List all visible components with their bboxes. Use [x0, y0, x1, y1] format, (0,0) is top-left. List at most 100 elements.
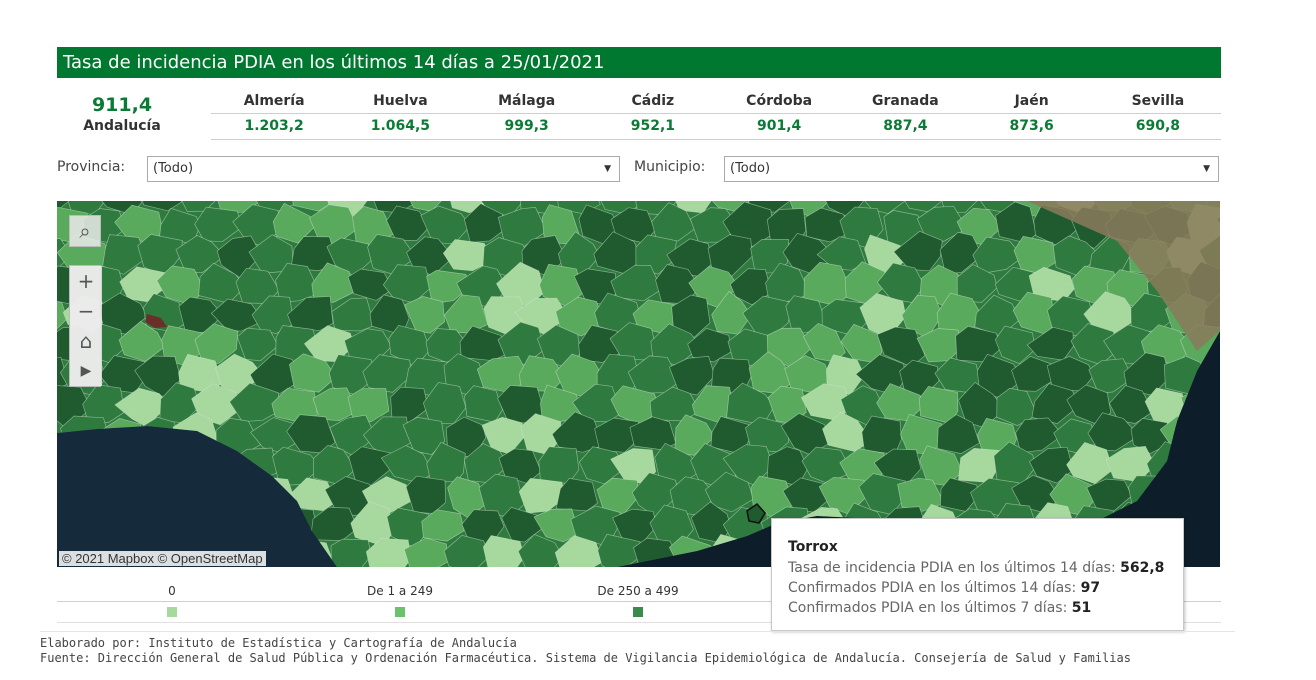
municipality-shape[interactable] [804, 207, 851, 243]
municipality-shape[interactable] [312, 387, 359, 422]
municipality-shape[interactable] [291, 477, 337, 511]
municipality-shape[interactable] [916, 205, 968, 243]
municipality-shape[interactable] [671, 294, 711, 338]
choropleth-map[interactable]: ⌕ + − ⌂ ▶ © 2021 Mapbox © OpenStreetMap [57, 201, 1220, 567]
highlighted-municipality-torrox[interactable] [746, 503, 766, 524]
municipality-shape[interactable] [996, 387, 1038, 426]
municipality-shape[interactable] [348, 446, 395, 486]
tooltip-value: 51 [1071, 600, 1092, 616]
municipality-shape[interactable] [1108, 385, 1154, 424]
municipality-shape[interactable] [251, 295, 295, 334]
municipality-shape[interactable] [275, 263, 321, 303]
map-attribution[interactable]: © 2021 Mapbox © OpenStreetMap [59, 551, 266, 566]
municipality-shape[interactable] [426, 270, 473, 305]
municipality-shape[interactable] [707, 234, 753, 277]
municipality-shape[interactable] [443, 535, 490, 567]
municipality-shape[interactable] [404, 296, 446, 334]
municipality-shape[interactable] [331, 297, 376, 332]
chevron-down-icon: ▼ [604, 164, 611, 174]
map-canvas[interactable] [57, 201, 1220, 567]
municipality-shape[interactable] [365, 537, 412, 567]
municipality-shape[interactable] [194, 323, 239, 365]
municipality-shape[interactable] [939, 231, 983, 275]
municipality-shape[interactable] [897, 477, 945, 512]
municipality-shape[interactable] [57, 356, 69, 392]
municipality-shape[interactable] [290, 201, 338, 212]
municipality-shape[interactable] [938, 201, 980, 214]
municipality-shape[interactable] [597, 533, 641, 567]
municipality-shape[interactable] [594, 417, 640, 453]
municipality-shape[interactable] [936, 414, 980, 454]
municipality-shape[interactable] [687, 328, 732, 363]
municipality-shape[interactable] [236, 327, 279, 362]
municipality-shape[interactable] [210, 298, 265, 332]
municipality-shape[interactable] [386, 205, 430, 241]
zoom-out-icon[interactable]: − [70, 296, 102, 326]
municipality-shape[interactable] [57, 299, 68, 337]
tooltip-label: Tasa de incidencia PDIA en los últimos 1… [788, 560, 1116, 576]
municipality-shape[interactable] [651, 202, 696, 245]
municipality-shape[interactable] [1087, 412, 1140, 452]
municipality-shape[interactable] [1088, 358, 1134, 394]
municipality-shape[interactable] [118, 320, 166, 362]
province-table: Almería Huelva Málaga Cádiz Córdoba Gran… [211, 90, 1221, 140]
municipality-shape[interactable] [533, 508, 581, 543]
map-tooltip: Torrox Tasa de incidencia PDIA en los úl… [771, 518, 1184, 631]
municipality-shape[interactable] [347, 268, 394, 301]
province-values-row: 1.203,2 1.064,5 999,3 952,1 901,4 887,4 … [211, 114, 1221, 140]
municipality-shape[interactable] [972, 236, 1024, 274]
municipality-shape[interactable] [362, 354, 412, 393]
municipality-shape[interactable] [139, 201, 182, 212]
municipality-shape[interactable] [289, 353, 337, 393]
municipality-shape[interactable] [403, 537, 449, 567]
legend-item-label: De 250 a 499 [597, 584, 679, 598]
municipality-shape[interactable] [421, 509, 465, 542]
municipality-shape[interactable] [290, 236, 339, 271]
municipality-shape[interactable] [464, 203, 505, 243]
municipality-shape[interactable] [482, 535, 525, 568]
municipality-shape[interactable] [729, 268, 773, 306]
tooltip-value: 97 [1080, 580, 1101, 596]
municipality-shape[interactable] [578, 324, 624, 363]
municipality-shape[interactable] [635, 234, 678, 275]
municipality-shape[interactable] [554, 535, 604, 568]
municipality-shape[interactable] [551, 411, 605, 453]
municipality-shape[interactable] [229, 382, 279, 422]
municipality-shape[interactable] [102, 234, 148, 275]
municipality-shape[interactable] [748, 201, 795, 213]
municipality-shape[interactable] [704, 471, 754, 513]
municipality-shape[interactable] [816, 236, 867, 271]
municipality-shape[interactable] [668, 355, 716, 396]
municipality-shape[interactable] [287, 295, 334, 332]
municipality-shape[interactable] [517, 533, 564, 567]
municipality-shape[interactable] [272, 202, 315, 244]
municipality-shape[interactable] [191, 383, 244, 426]
search-icon[interactable]: ⌕ [69, 215, 101, 247]
zoom-in-icon[interactable]: + [70, 266, 102, 296]
play-icon[interactable]: ▶ [70, 356, 102, 386]
municipality-shape[interactable] [175, 234, 226, 273]
municipality-shape[interactable] [446, 201, 489, 214]
municipality-shape[interactable] [1083, 291, 1139, 334]
municipality-shape[interactable] [82, 384, 126, 423]
home-icon[interactable]: ⌂ [70, 326, 102, 356]
municipality-shape[interactable] [324, 476, 379, 516]
municipality-shape[interactable] [610, 264, 662, 302]
municipality-shape[interactable] [893, 230, 943, 272]
municipality-shape[interactable] [855, 201, 907, 214]
provincia-select[interactable]: (Todo) ▼ [147, 156, 620, 182]
municipality-shape[interactable] [402, 416, 446, 455]
municipality-shape[interactable] [538, 446, 580, 485]
municipality-shape[interactable] [994, 325, 1036, 365]
municipality-shape[interactable] [347, 388, 390, 423]
municipality-shape[interactable] [956, 264, 998, 303]
municipality-shape[interactable] [57, 201, 71, 212]
municipality-shape[interactable] [311, 262, 356, 303]
municipality-shape[interactable] [1031, 383, 1080, 424]
municipality-shape[interactable] [442, 239, 493, 272]
municipality-shape[interactable] [1029, 446, 1074, 484]
municipality-shape[interactable] [194, 206, 243, 243]
municipality-shape[interactable] [330, 538, 372, 567]
municipio-select[interactable]: (Todo) ▼ [724, 156, 1219, 182]
municipality-shape[interactable] [1015, 417, 1064, 454]
